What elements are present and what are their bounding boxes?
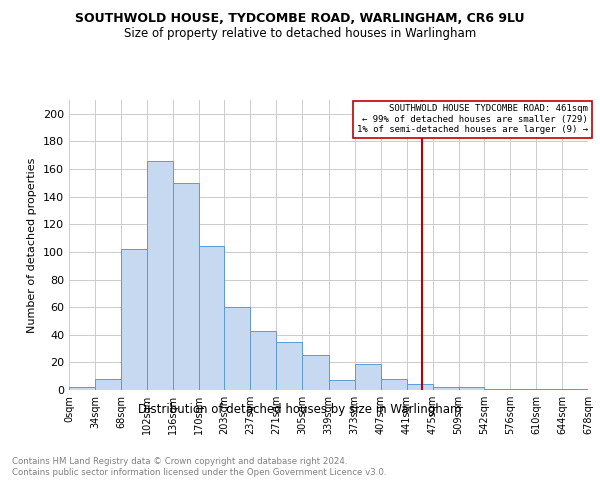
Bar (199, 246, 224, 390)
Bar (173, 183, 199, 390)
Bar (329, 380, 355, 390)
Bar (355, 364, 380, 390)
Bar (95, 379, 121, 390)
Bar (536, 388, 562, 390)
Text: Distribution of detached houses by size in Warlingham: Distribution of detached houses by size … (138, 402, 462, 415)
Bar (484, 388, 510, 390)
Bar (407, 384, 433, 390)
Y-axis label: Number of detached properties: Number of detached properties (28, 158, 37, 332)
Bar (562, 388, 588, 390)
Bar (510, 388, 536, 390)
Bar (69, 387, 95, 390)
Text: Contains HM Land Registry data © Crown copyright and database right 2024.
Contai: Contains HM Land Registry data © Crown c… (12, 458, 386, 477)
Bar (224, 307, 250, 390)
Bar (250, 330, 277, 390)
Bar (147, 161, 173, 390)
Bar (277, 342, 302, 390)
Text: SOUTHWOLD HOUSE, TYDCOMBE ROAD, WARLINGHAM, CR6 9LU: SOUTHWOLD HOUSE, TYDCOMBE ROAD, WARLINGH… (75, 12, 525, 26)
Bar (458, 387, 484, 390)
Bar (433, 387, 458, 390)
Text: SOUTHWOLD HOUSE TYDCOMBE ROAD: 461sqm
← 99% of detached houses are smaller (729): SOUTHWOLD HOUSE TYDCOMBE ROAD: 461sqm ← … (357, 104, 588, 134)
Bar (380, 379, 407, 390)
Bar (121, 249, 147, 390)
Bar (302, 356, 329, 390)
Text: Size of property relative to detached houses in Warlingham: Size of property relative to detached ho… (124, 28, 476, 40)
